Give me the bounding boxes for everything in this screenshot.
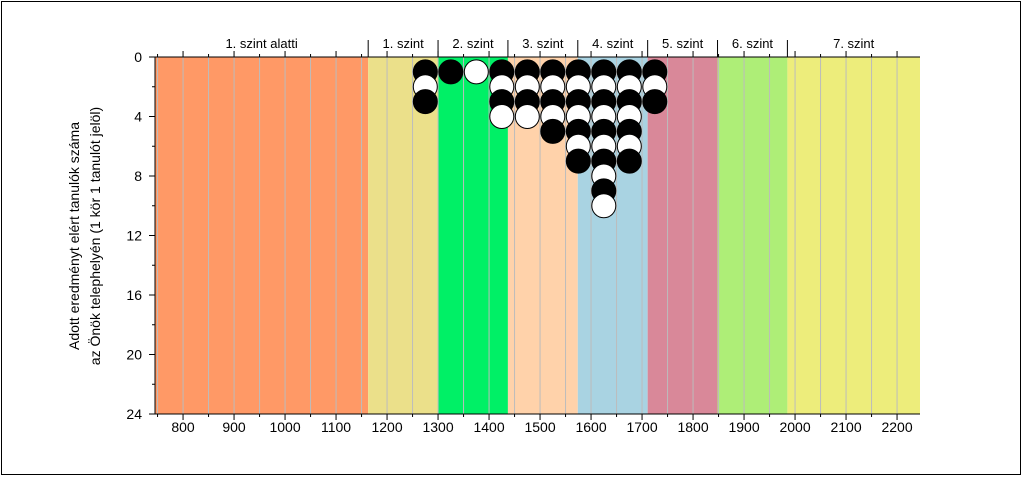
- y-tick-label: 4: [134, 109, 142, 125]
- y-tick-label: 0: [134, 49, 142, 65]
- x-tick-label: 1400: [473, 419, 504, 435]
- student-point: [540, 118, 566, 144]
- student-point: [591, 193, 617, 219]
- level-label-3: 2. szint: [452, 36, 494, 51]
- x-tick-label: 800: [171, 419, 195, 435]
- y-tick-label: 8: [134, 168, 142, 184]
- level-label-7: 6. szint: [732, 36, 774, 51]
- x-tick-label: 1600: [575, 419, 606, 435]
- level-label-8: 7. szint: [833, 36, 875, 51]
- x-tick-label: 2100: [830, 419, 861, 435]
- y-axis-label-line1: Adott eredményt elért tanulók száma: [66, 122, 82, 350]
- student-points: [412, 59, 668, 219]
- student-point: [565, 148, 591, 174]
- level-label-6: 5. szint: [662, 36, 704, 51]
- y-tick-label: 16: [126, 287, 142, 303]
- x-tick-label: 1900: [728, 419, 759, 435]
- student-point: [489, 104, 515, 129]
- level-band-7: [717, 57, 788, 414]
- x-tick-label: 1200: [371, 419, 402, 435]
- x-tick-label: 2000: [779, 419, 810, 435]
- level-band-8: [787, 57, 920, 414]
- student-point: [616, 148, 642, 174]
- x-tick-label: 1300: [422, 419, 453, 435]
- axes: [149, 40, 920, 420]
- student-point: [514, 104, 540, 129]
- x-tick-label: 900: [222, 419, 246, 435]
- x-tick-label: 1000: [269, 419, 300, 435]
- level-band-1: [155, 57, 369, 414]
- y-axis-label-line2: az Önök telephelyén (1 kör 1 tanulót jel…: [86, 107, 103, 365]
- x-tick-label: 1500: [524, 419, 555, 435]
- labels: 1. szint alatti 1. szint 2. szint 3. szint 4…: [126, 36, 912, 435]
- y-tick-label: 24: [126, 406, 142, 422]
- x-tick-label: 1800: [677, 419, 708, 435]
- student-point: [412, 89, 438, 115]
- student-point: [463, 59, 489, 85]
- level-band-2: [368, 57, 439, 414]
- student-point: [642, 89, 668, 115]
- student-point: [438, 59, 464, 85]
- level-label-4: 3. szint: [522, 36, 564, 51]
- level-label-1: 1. szint alatti: [225, 36, 297, 51]
- level-band-6: [647, 57, 718, 414]
- level-label-5: 4. szint: [592, 36, 634, 51]
- x-tick-label: 1100: [321, 419, 351, 435]
- level-label-2: 1. szint: [383, 36, 425, 51]
- x-tick-label: 2200: [881, 419, 912, 435]
- y-tick-label: 20: [126, 347, 142, 363]
- grid-lines: [157, 57, 898, 414]
- y-tick-label: 12: [126, 228, 142, 244]
- x-tick-label: 1700: [626, 419, 657, 435]
